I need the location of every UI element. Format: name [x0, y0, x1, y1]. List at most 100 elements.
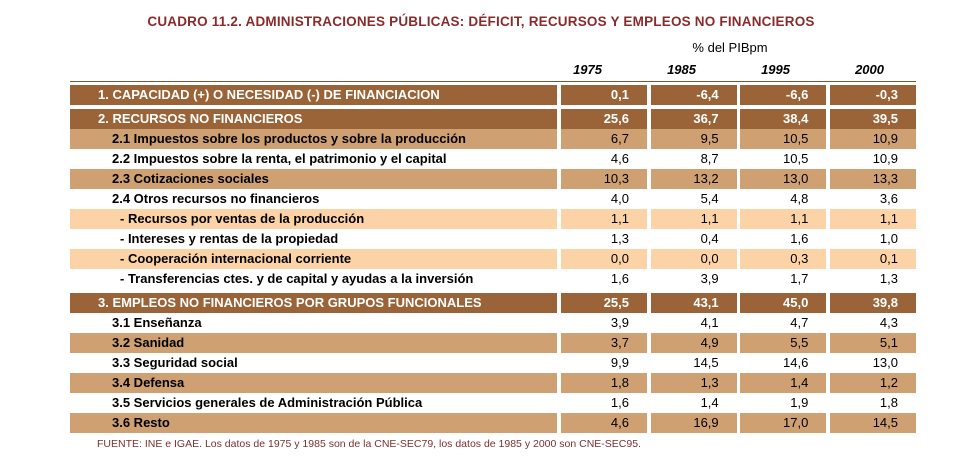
value-cell: 1,4	[650, 393, 737, 413]
value-cell: 17,0	[740, 413, 827, 433]
value-cell: 10,9	[830, 129, 916, 149]
value-cell: 1,2	[830, 373, 916, 393]
row-label: 3.5 Servicios generales de Administració…	[70, 393, 558, 413]
value-cell: 1,3	[830, 269, 916, 289]
table-row: 3.6 Resto 4,6 16,9 17,0 14,5	[70, 413, 916, 433]
row-label: 3. EMPLEOS NO FINANCIEROS POR GRUPOS FUN…	[70, 293, 558, 313]
value-cell: -6,4	[650, 85, 737, 105]
value-cell: 13,0	[740, 169, 827, 189]
table-row: 2.1 Impuestos sobre los productos y sobr…	[70, 129, 916, 149]
value-cell: 16,9	[650, 413, 737, 433]
value-cell: 1,4	[740, 373, 827, 393]
table-row: 2.2 Impuestos sobre la renta, el patrimo…	[70, 149, 916, 169]
value-cell: 0,0	[561, 249, 647, 269]
value-cell: 4,3	[830, 313, 916, 333]
value-cell: 4,9	[650, 333, 737, 353]
value-cell: 6,7	[561, 129, 647, 149]
row-label: 2.1 Impuestos sobre los productos y sobr…	[70, 129, 558, 149]
value-cell: 0,1	[830, 249, 916, 269]
value-cell: 1,8	[830, 393, 916, 413]
table-row: 3.4 Defensa 1,8 1,3 1,4 1,2	[70, 373, 916, 393]
value-cell: 3,7	[561, 333, 647, 353]
row-label: 1. CAPACIDAD (+) O NECESIDAD (-) DE FINA…	[70, 85, 558, 105]
value-cell: 36,7	[650, 109, 737, 129]
table-row: - Recursos por ventas de la producción 1…	[70, 209, 916, 229]
value-cell: 45,0	[740, 293, 827, 313]
table-row: - Intereses y rentas de la propiedad 1,3…	[70, 229, 916, 249]
table-row: 1. CAPACIDAD (+) O NECESIDAD (-) DE FINA…	[70, 85, 916, 105]
value-cell: 14,5	[650, 353, 737, 373]
row-label: 2.2 Impuestos sobre la renta, el patrimo…	[70, 149, 558, 169]
value-cell: 5,1	[830, 333, 916, 353]
row-label: - Transferencias ctes. y de capital y ay…	[70, 269, 558, 289]
header-divider	[70, 81, 916, 82]
value-cell: 9,9	[561, 353, 647, 373]
table-row: 2.3 Cotizaciones sociales 10,3 13,2 13,0…	[70, 169, 916, 189]
value-cell: 10,5	[740, 129, 827, 149]
year-header-cell: 1995	[761, 62, 790, 77]
row-label: 3.4 Defensa	[70, 373, 558, 393]
value-cell: 39,5	[830, 109, 916, 129]
value-cell: 4,8	[740, 189, 827, 209]
table-row: 3.3 Seguridad social 9,9 14,5 14,6 13,0	[70, 353, 916, 373]
year-header-cell: 2000	[855, 62, 884, 77]
value-cell: -0,3	[830, 85, 916, 105]
row-label: 3.3 Seguridad social	[70, 353, 558, 373]
value-cell: 1,6	[561, 269, 647, 289]
value-cell: 1,3	[650, 373, 737, 393]
value-cell: 5,5	[740, 333, 827, 353]
value-cell: 1,1	[561, 209, 647, 229]
table-row: 2.4 Otros recursos no financieros 4,0 5,…	[70, 189, 916, 209]
year-header-cell: 1985	[667, 62, 696, 77]
value-cell: 4,6	[561, 413, 647, 433]
value-cell: 13,0	[830, 353, 916, 373]
value-cell: 0,3	[740, 249, 827, 269]
row-label: - Intereses y rentas de la propiedad	[70, 229, 558, 249]
unit-label: % del PIBpm	[692, 40, 768, 55]
value-cell: 0,0	[650, 249, 737, 269]
value-cell: 25,5	[561, 293, 647, 313]
value-cell: 3,9	[650, 269, 737, 289]
table-row: - Cooperación internacional corriente 0,…	[70, 249, 916, 269]
value-cell: -6,6	[740, 85, 827, 105]
value-cell: 1,3	[561, 229, 647, 249]
value-cell: 8,7	[650, 149, 737, 169]
value-cell: 3,6	[830, 189, 916, 209]
row-label: 3.1 Enseñanza	[70, 313, 558, 333]
value-cell: 14,6	[740, 353, 827, 373]
value-cell: 38,4	[740, 109, 827, 129]
table-title: CUADRO 11.2. ADMINISTRACIONES PÚBLICAS: …	[147, 14, 815, 29]
value-cell: 3,9	[561, 313, 647, 333]
value-cell: 4,1	[650, 313, 737, 333]
value-cell: 1,7	[740, 269, 827, 289]
value-cell: 1,6	[740, 229, 827, 249]
row-label: 3.2 Sanidad	[70, 333, 558, 353]
row-label: - Recursos por ventas de la producción	[70, 209, 558, 229]
value-cell: 1,1	[740, 209, 827, 229]
value-cell: 0,1	[561, 85, 647, 105]
data-table: 1. CAPACIDAD (+) O NECESIDAD (-) DE FINA…	[70, 85, 916, 433]
value-cell: 13,3	[830, 169, 916, 189]
row-label: 2. RECURSOS NO FINANCIEROS	[70, 109, 558, 129]
table-row: - Transferencias ctes. y de capital y ay…	[70, 269, 916, 289]
source-note: FUENTE: INE e IGAE. Los datos de 1975 y …	[97, 438, 641, 450]
value-cell: 43,1	[650, 293, 737, 313]
value-cell: 0,4	[650, 229, 737, 249]
value-cell: 5,4	[650, 189, 737, 209]
value-cell: 39,8	[830, 293, 916, 313]
value-cell: 14,5	[830, 413, 916, 433]
value-cell: 1,0	[830, 229, 916, 249]
table-row: 2. RECURSOS NO FINANCIEROS 25,6 36,7 38,…	[70, 109, 916, 129]
value-cell: 1,6	[561, 393, 647, 413]
value-cell: 4,6	[561, 149, 647, 169]
value-cell: 9,5	[650, 129, 737, 149]
year-header: 1975 1985 1995 2000	[70, 62, 916, 82]
table-row: 3.2 Sanidad 3,7 4,9 5,5 5,1	[70, 333, 916, 353]
value-cell: 1,1	[830, 209, 916, 229]
table-row: 3.1 Enseñanza 3,9 4,1 4,7 4,3	[70, 313, 916, 333]
value-cell: 1,9	[740, 393, 827, 413]
value-cell: 4,0	[561, 189, 647, 209]
value-cell: 1,8	[561, 373, 647, 393]
row-label: - Cooperación internacional corriente	[70, 249, 558, 269]
value-cell: 1,1	[650, 209, 737, 229]
